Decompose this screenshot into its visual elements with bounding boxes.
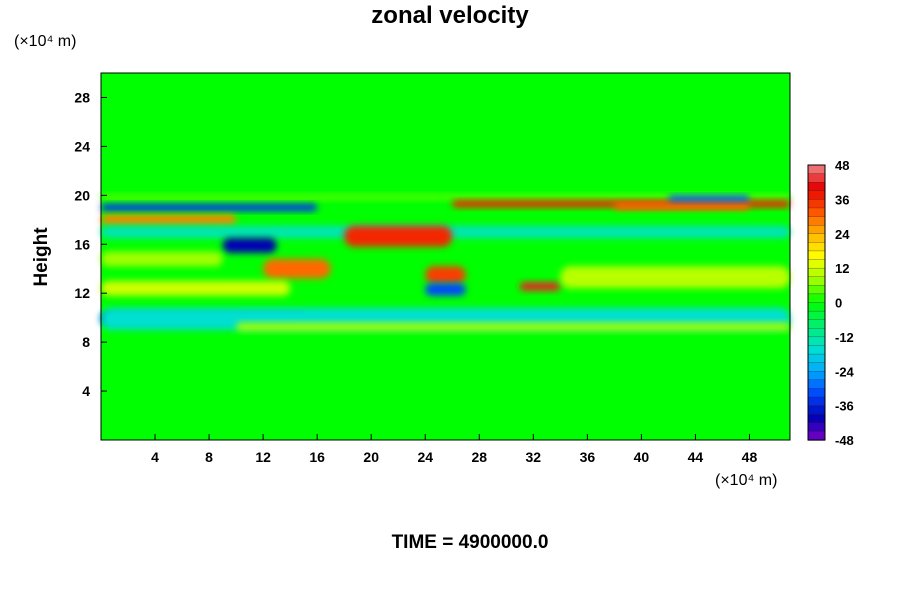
colorbar-segment	[807, 173, 826, 183]
colorbar-segment	[807, 379, 826, 390]
colorbar-tick-label: 48	[835, 158, 849, 173]
velocity-feature-14	[560, 266, 790, 289]
colorbar-segment	[807, 302, 826, 312]
colorbar-segment	[807, 431, 826, 441]
colorbar-segment	[807, 216, 826, 226]
colorbar-segment	[807, 207, 826, 218]
velocity-features	[100, 72, 791, 441]
x-tick-label: 32	[526, 449, 542, 465]
velocity-feature-13	[519, 282, 561, 291]
colorbar-segment	[807, 362, 826, 372]
velocity-feature-18	[236, 322, 791, 332]
colorbar-segment	[807, 250, 826, 261]
colorbar-segment	[807, 293, 826, 304]
colorbar-segment	[807, 164, 826, 175]
colorbar-tick-label: 0	[835, 296, 842, 311]
colorbar-segment	[807, 422, 826, 433]
x-tick-label: 44	[688, 449, 704, 465]
colorbar-tick-label: 12	[835, 261, 849, 276]
x-tick-label: 36	[580, 449, 596, 465]
velocity-feature-4	[668, 195, 750, 202]
time-label: TIME = 4900000.0	[391, 532, 549, 553]
x-axis-unit-label: (×10⁴ m)	[715, 472, 778, 489]
x-tick-label: 4	[151, 449, 159, 465]
y-tick-label: 28	[74, 89, 90, 105]
velocity-feature-12	[425, 283, 466, 296]
y-tick-label: 24	[74, 138, 90, 154]
plot-border	[100, 72, 791, 441]
velocity-feature-1	[101, 203, 318, 212]
velocity-feature-11	[425, 266, 466, 284]
colorbar-segment	[807, 336, 826, 347]
colorbar-segment	[807, 371, 826, 381]
colorbar-tick-label: -36	[835, 399, 854, 414]
velocity-feature-7	[344, 225, 453, 247]
colorbar-segment	[807, 182, 826, 192]
colorbar-segment	[807, 353, 826, 364]
colorbar-segment	[807, 267, 826, 278]
y-tick-label: 8	[82, 334, 90, 350]
colorbar-segment	[807, 259, 826, 269]
velocity-feature-5	[101, 214, 237, 225]
colorbar-segment	[807, 285, 826, 295]
colorbar-border	[807, 164, 826, 441]
colorbar-segment	[807, 310, 826, 321]
colorbar-segment	[807, 388, 826, 398]
colorbar-segment	[807, 414, 826, 424]
chart-title: zonal velocity	[371, 2, 529, 29]
x-tick-label: 20	[363, 449, 379, 465]
colorbar-segment	[807, 319, 826, 329]
colorbar-tick-label: 36	[835, 192, 849, 207]
velocity-feature-3	[614, 202, 750, 211]
colorbar-segment	[807, 199, 826, 209]
colorbar: 48 36 24 12 0 -12 -24 -36 -48	[807, 158, 855, 448]
velocity-feature-9	[101, 251, 223, 267]
colorbar-segment	[807, 276, 826, 286]
x-tick-label: 24	[417, 449, 433, 465]
y-tick-label: 12	[74, 285, 90, 301]
colorbar-segment	[807, 242, 826, 252]
y-tick-label: 16	[74, 236, 90, 252]
colorbar-tick-label: 24	[835, 227, 850, 242]
velocity-feature-10	[263, 258, 331, 279]
velocity-feature-8	[222, 238, 277, 253]
velocity-feature-0	[101, 194, 790, 201]
y-tick-label: 20	[74, 187, 90, 203]
colorbar-segment	[807, 328, 826, 338]
x-tick-label: 12	[255, 449, 271, 465]
colorbar-segment	[807, 396, 826, 407]
colorbar-tick-label: -12	[835, 330, 854, 345]
y-tick-label: 4	[82, 383, 90, 399]
x-tick-label: 16	[309, 449, 325, 465]
colorbar-segment	[807, 225, 826, 235]
y-axis-unit-label: (×10⁴ m)	[14, 33, 77, 50]
x-tick-label: 40	[634, 449, 650, 465]
colorbar-segment	[807, 233, 826, 243]
x-tick-label: 28	[471, 449, 487, 465]
colorbar-segment	[807, 190, 826, 201]
colorbar-segment	[807, 345, 826, 355]
x-tick-label: 48	[742, 449, 758, 465]
colorbar-segment	[807, 405, 826, 415]
x-tick-label: 8	[205, 449, 213, 465]
velocity-feature-15	[101, 280, 291, 296]
colorbar-tick-label: -48	[835, 433, 854, 448]
colorbar-tick-label: -24	[835, 364, 855, 379]
